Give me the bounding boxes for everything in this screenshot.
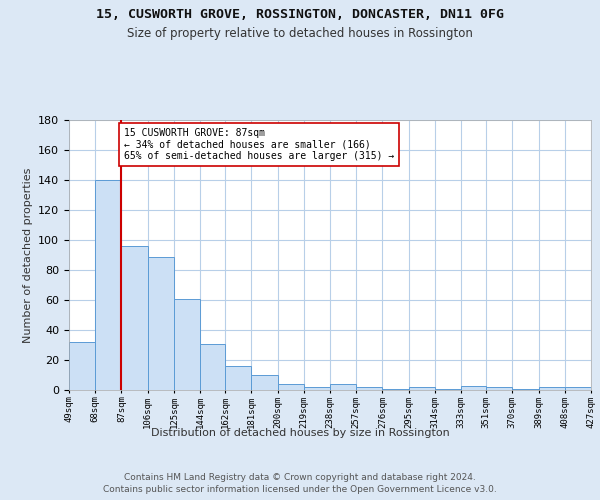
Bar — [461, 386, 486, 390]
Text: 15, CUSWORTH GROVE, ROSSINGTON, DONCASTER, DN11 0FG: 15, CUSWORTH GROVE, ROSSINGTON, DONCASTE… — [96, 8, 504, 20]
Bar — [435, 388, 461, 390]
Bar — [251, 375, 278, 390]
Bar — [174, 298, 200, 390]
Text: 15 CUSWORTH GROVE: 87sqm
← 34% of detached houses are smaller (166)
65% of semi-: 15 CUSWORTH GROVE: 87sqm ← 34% of detach… — [124, 128, 394, 160]
Text: Distribution of detached houses by size in Rossington: Distribution of detached houses by size … — [151, 428, 449, 438]
Bar — [539, 387, 565, 390]
Bar — [148, 256, 174, 390]
Bar — [382, 388, 409, 390]
Bar — [95, 180, 121, 390]
Bar — [69, 342, 95, 390]
Bar — [304, 387, 330, 390]
Y-axis label: Number of detached properties: Number of detached properties — [23, 168, 32, 342]
Bar — [330, 384, 356, 390]
Text: Size of property relative to detached houses in Rossington: Size of property relative to detached ho… — [127, 28, 473, 40]
Bar — [121, 246, 148, 390]
Bar — [512, 388, 539, 390]
Bar — [278, 384, 304, 390]
Bar — [225, 366, 251, 390]
Bar — [200, 344, 225, 390]
Bar — [565, 387, 591, 390]
Text: Contains HM Land Registry data © Crown copyright and database right 2024.
Contai: Contains HM Land Registry data © Crown c… — [103, 472, 497, 494]
Bar — [409, 387, 435, 390]
Bar — [356, 387, 382, 390]
Bar — [486, 387, 512, 390]
